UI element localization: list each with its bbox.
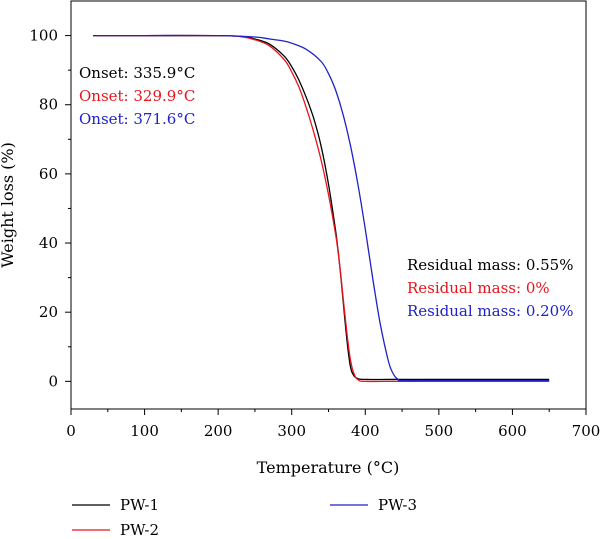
onset-annotation-pw1: Onset: 335.9°C bbox=[79, 64, 195, 82]
onset-annotation-pw3: Onset: 371.6°C bbox=[79, 110, 195, 128]
x-tick-label: 0 bbox=[66, 422, 76, 440]
x-tick-label: 600 bbox=[498, 422, 527, 440]
residual-annotations: Residual mass: 0.55% Residual mass: 0% R… bbox=[407, 256, 573, 320]
x-tick-label: 700 bbox=[572, 422, 600, 440]
residual-annotation-pw3: Residual mass: 0.20% bbox=[407, 302, 573, 320]
residual-annotation-pw1: Residual mass: 0.55% bbox=[407, 256, 573, 274]
series-line-pw2 bbox=[93, 34, 550, 383]
series-line-pw3 bbox=[93, 34, 550, 382]
y-tick-label: 60 bbox=[39, 165, 58, 183]
legend-label-pw3: PW-3 bbox=[378, 496, 417, 514]
legend-label-pw2: PW-2 bbox=[120, 521, 159, 539]
y-tick-label: 20 bbox=[39, 303, 58, 321]
y-tick-label: 100 bbox=[29, 27, 58, 45]
x-tick-label: 200 bbox=[204, 422, 233, 440]
y-tick-label: 80 bbox=[39, 96, 58, 114]
x-axis-ticks: 0 100 200 300 400 500 600 700 bbox=[66, 409, 600, 440]
y-tick-label: 0 bbox=[48, 372, 58, 390]
legend-label-pw1: PW-1 bbox=[120, 496, 159, 514]
series-lines bbox=[93, 34, 550, 383]
x-tick-label: 100 bbox=[130, 422, 159, 440]
x-tick-label: 300 bbox=[277, 422, 306, 440]
y-tick-label: 40 bbox=[39, 234, 58, 252]
plot-frame bbox=[70, 0, 587, 410]
legend: PW-1 PW-2 PW-3 bbox=[72, 496, 417, 539]
y-axis-title: Weight loss (%) bbox=[0, 142, 17, 268]
x-tick-label: 500 bbox=[425, 422, 454, 440]
onset-annotation-pw2: Onset: 329.9°C bbox=[79, 87, 195, 105]
x-axis-title: Temperature (°C) bbox=[257, 458, 400, 477]
onset-annotations: Onset: 335.9°C Onset: 329.9°C Onset: 371… bbox=[79, 64, 195, 128]
y-axis-ticks: 0 20 40 60 80 100 bbox=[29, 27, 71, 390]
x-tick-label: 400 bbox=[351, 422, 380, 440]
residual-annotation-pw2: Residual mass: 0% bbox=[407, 279, 550, 297]
